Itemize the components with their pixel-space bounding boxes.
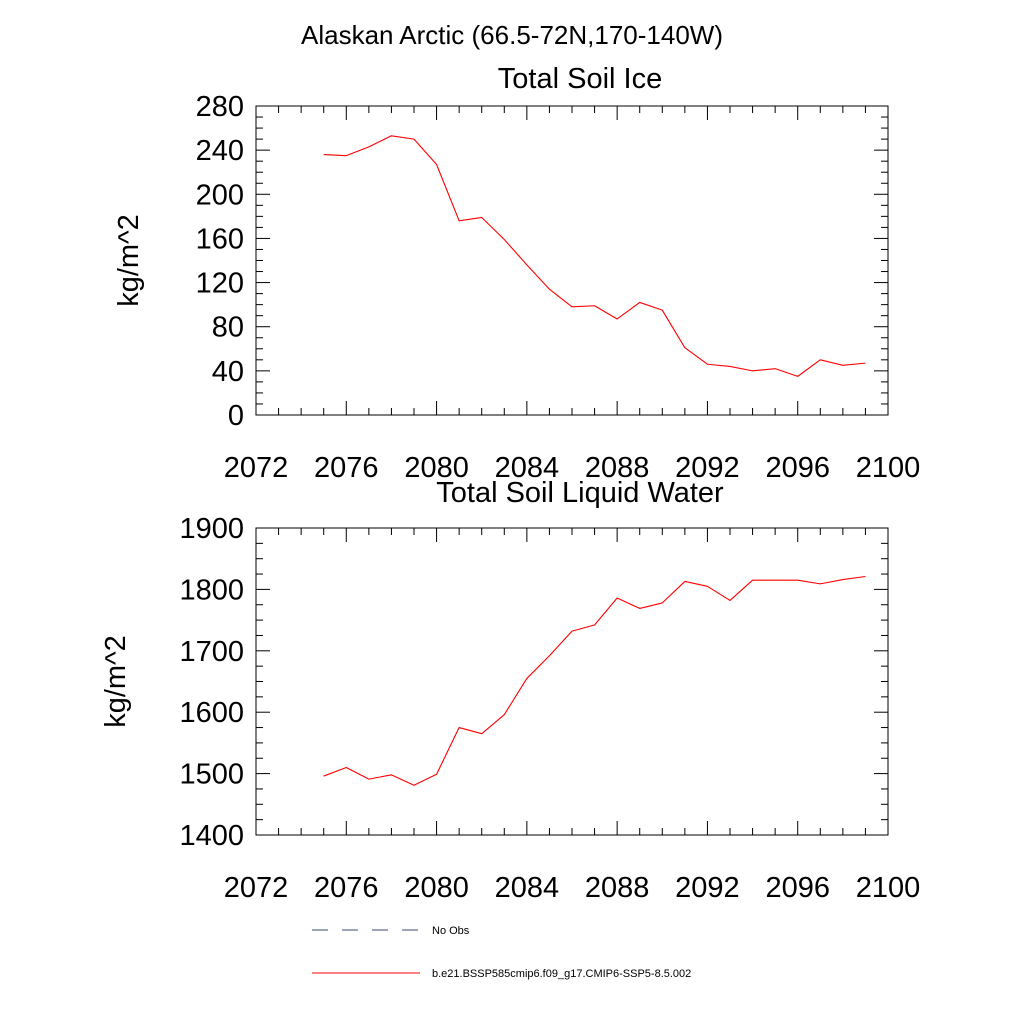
y-tick-label: 1400 xyxy=(179,820,244,852)
panel-title: Total Soil Liquid Water xyxy=(436,477,724,509)
y-tick-label: 40 xyxy=(212,356,244,388)
panel-total-soil-liquid-water: Total Soil Liquid Water kg/m^2 2072 2076 208… xyxy=(100,477,920,904)
panel-total-soil-ice: Total Soil Ice kg/m^2 2072 2076 2080 2084 2088… xyxy=(113,63,920,484)
x-tick-label: 2092 xyxy=(675,872,740,904)
legend: No Obs b.e21.BSSP585cmip6.f09_g17.CMIP6-… xyxy=(312,925,691,980)
y-tick-label: 80 xyxy=(212,312,244,344)
x-tick-label: 2072 xyxy=(224,872,289,904)
x-tick-label: 2100 xyxy=(856,452,921,484)
x-tick-label: 2100 xyxy=(856,872,921,904)
series-line xyxy=(323,575,866,786)
y-tick-label: 1700 xyxy=(179,636,244,668)
x-tick-label: 2084 xyxy=(495,872,560,904)
x-tick-label: 2096 xyxy=(765,872,830,904)
y-axis-label: kg/m^2 xyxy=(113,214,145,307)
y-tick-label: 1900 xyxy=(179,513,244,545)
legend-label-model: b.e21.BSSP585cmip6.f09_g17.CMIP6-SSP5-8.… xyxy=(432,968,691,980)
x-tick-label: 2092 xyxy=(675,452,740,484)
y-tick-label: 200 xyxy=(196,179,244,211)
panel-title: Total Soil Ice xyxy=(498,63,662,95)
y-tick-label: 160 xyxy=(196,223,244,255)
y-tick-label: 1800 xyxy=(179,574,244,606)
legend-label-no-obs: No Obs xyxy=(432,925,470,937)
plot-frame xyxy=(255,527,889,836)
x-tick-label: 2084 xyxy=(495,452,560,484)
x-tick-label: 2072 xyxy=(224,452,289,484)
x-tick-label: 2076 xyxy=(314,872,379,904)
y-tick-label: 280 xyxy=(196,91,244,123)
x-tick-label: 2096 xyxy=(765,452,830,484)
figure-main-title: Alaskan Arctic (66.5-72N,170-140W) xyxy=(301,20,723,50)
x-tick-label: 2088 xyxy=(585,872,650,904)
y-tick-label: 1500 xyxy=(179,759,244,791)
series-line xyxy=(323,135,866,377)
y-tick-label: 1600 xyxy=(179,697,244,729)
x-tick-label: 2088 xyxy=(585,452,650,484)
y-tick-label: 120 xyxy=(196,268,244,300)
x-tick-label: 2076 xyxy=(314,452,379,484)
x-tick-label: 2080 xyxy=(404,872,469,904)
y-tick-label: 240 xyxy=(196,135,244,167)
x-tick-label: 2080 xyxy=(404,452,469,484)
y-axis-label: kg/m^2 xyxy=(100,635,132,728)
y-tick-label: 0 xyxy=(228,400,244,432)
plot-frame xyxy=(255,105,889,416)
